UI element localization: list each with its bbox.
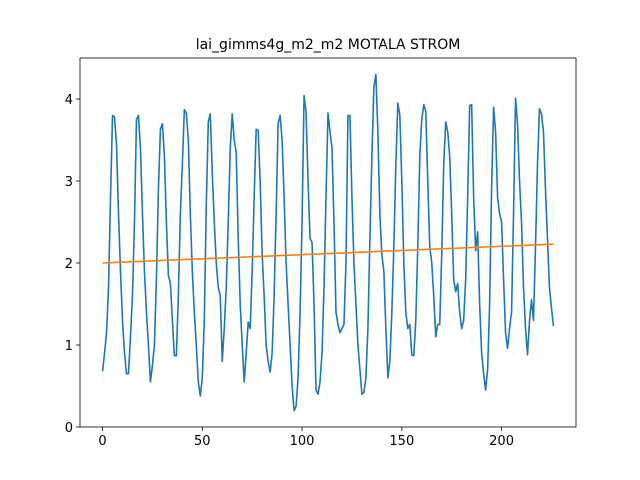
y-tick-label: 0	[65, 421, 73, 436]
axes-frame	[79, 57, 577, 428]
y-tick-label: 4	[65, 93, 73, 108]
x-tick-label: 0	[98, 434, 106, 449]
data-line	[102, 243, 554, 264]
x-tick-label: 50	[194, 434, 211, 449]
data-line	[101, 73, 555, 412]
x-tick-label: 150	[389, 434, 414, 449]
y-tick-label: 3	[65, 175, 73, 190]
y-tick-label: 2	[65, 257, 73, 272]
x-tick-label: 200	[489, 434, 514, 449]
chart-title: lai_gimms4g_m2_m2 MOTALA STROM	[196, 37, 461, 53]
plot-area	[101, 73, 555, 412]
y-tick-label: 1	[65, 339, 73, 354]
x-tick-label: 100	[290, 434, 315, 449]
